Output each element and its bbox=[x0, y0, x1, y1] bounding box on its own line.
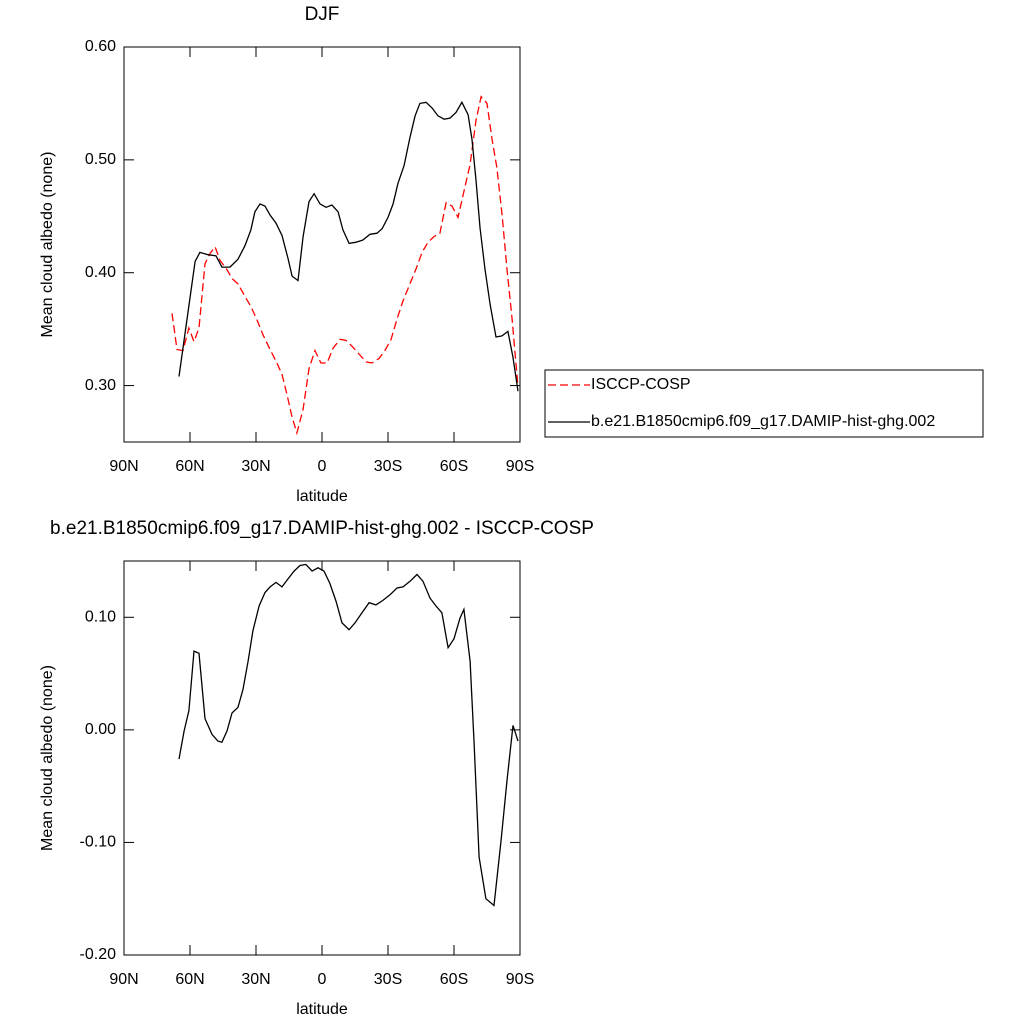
x-tick-label: 0 bbox=[318, 971, 327, 988]
y-tick-label: 0.40 bbox=[85, 264, 116, 281]
legend-box bbox=[544, 369, 984, 438]
chart-title: DJF bbox=[305, 4, 340, 25]
x-tick-label: 30N bbox=[241, 458, 270, 475]
x-tick-label: 90S bbox=[506, 971, 534, 988]
x-tick-label: 60S bbox=[440, 971, 468, 988]
x-tick-label: 60N bbox=[175, 458, 204, 475]
data-line bbox=[178, 100, 519, 392]
y-tick-label: -0.10 bbox=[80, 834, 117, 851]
y-tick-label: -0.20 bbox=[80, 946, 117, 963]
y-tick-label: 0.30 bbox=[85, 377, 116, 394]
y-tick-label: 0.10 bbox=[85, 609, 116, 626]
x-tick-label: 30N bbox=[241, 971, 270, 988]
chart-title: b.e21.B1850cmip6.f09_g17.DAMIP-hist-ghg.… bbox=[50, 518, 594, 539]
plot-frame bbox=[123, 46, 521, 443]
x-tick-label: 90N bbox=[109, 971, 138, 988]
x-tick-label: 0 bbox=[318, 458, 327, 475]
x-tick-label: 90S bbox=[506, 458, 534, 475]
y-tick-label: 0.60 bbox=[85, 38, 116, 55]
y-tick-label: 0.00 bbox=[85, 721, 116, 738]
y-tick-label: 0.50 bbox=[85, 151, 116, 168]
x-axis-label: latitude bbox=[296, 1001, 348, 1018]
x-tick-label: 60N bbox=[175, 971, 204, 988]
data-line bbox=[178, 563, 519, 907]
legend-label: ISCCP-COSP bbox=[591, 376, 691, 393]
y-axis-label: Mean cloud albedo (none) bbox=[39, 152, 56, 338]
x-tick-label: 60S bbox=[440, 458, 468, 475]
y-axis-label: Mean cloud albedo (none) bbox=[39, 665, 56, 851]
x-axis-label: latitude bbox=[296, 488, 348, 505]
x-tick-label: 90N bbox=[109, 458, 138, 475]
data-line bbox=[171, 95, 519, 436]
plot-frame bbox=[123, 560, 521, 956]
x-tick-label: 30S bbox=[374, 971, 402, 988]
x-tick-label: 30S bbox=[374, 458, 402, 475]
legend-label: b.e21.B1850cmip6.f09_g17.DAMIP-hist-ghg.… bbox=[591, 413, 935, 430]
